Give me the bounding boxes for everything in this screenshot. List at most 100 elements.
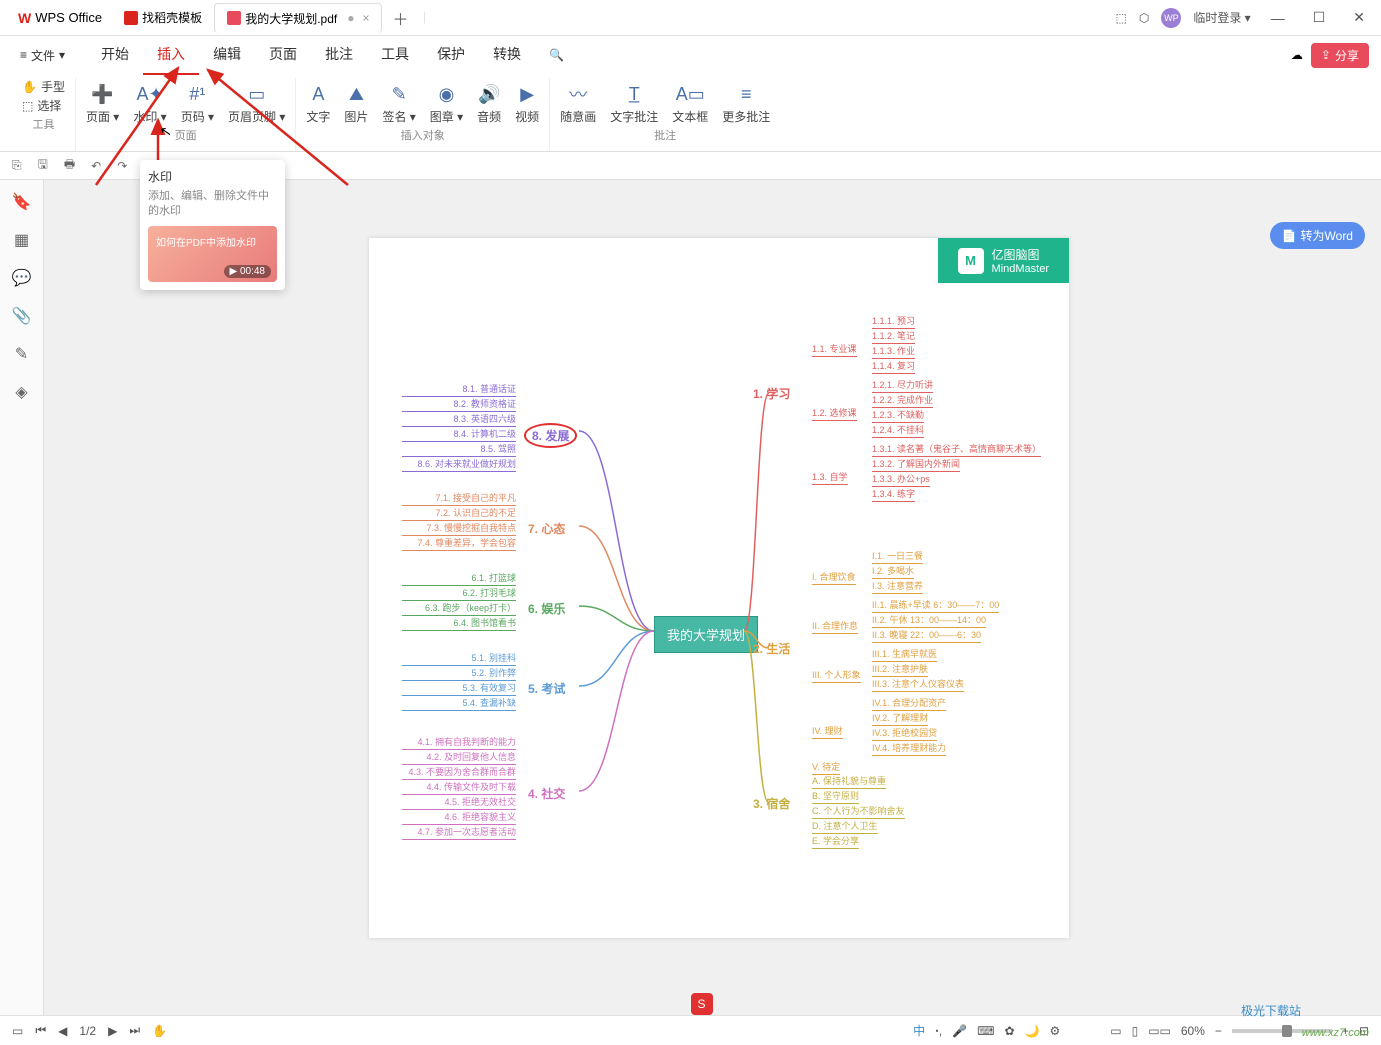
avatar[interactable]: WP bbox=[1161, 8, 1181, 28]
tooltip-desc: 添加、编辑、删除文件中的水印 bbox=[148, 189, 277, 220]
minimize-button[interactable]: — bbox=[1263, 10, 1293, 26]
tab-templates[interactable]: 找稻壳模板 bbox=[112, 3, 214, 32]
login-status[interactable]: 临时登录 ▾ bbox=[1193, 9, 1250, 26]
ime-kb-icon[interactable]: ⌨ bbox=[977, 1024, 994, 1038]
app-center-icon[interactable]: ⬡ bbox=[1139, 11, 1149, 25]
tab-document[interactable]: 我的大学规划.pdf ● × bbox=[214, 3, 382, 33]
app-title: W WPS Office bbox=[8, 10, 112, 26]
play-icon: ▶ 00:48 bbox=[224, 265, 272, 278]
menu-item-5[interactable]: 工具 bbox=[367, 35, 423, 75]
hand-status-icon[interactable]: ✋ bbox=[152, 1024, 167, 1038]
mindmap-node: II. 合理作息 bbox=[809, 618, 861, 635]
ime-punct[interactable]: ꞏ, bbox=[935, 1022, 942, 1039]
tooltip-title: 水印 bbox=[148, 168, 277, 185]
save-icon[interactable]: 🖫 bbox=[38, 155, 48, 176]
annot-item-2[interactable]: A▭文本框 bbox=[672, 78, 708, 125]
tab-label: 找稻壳模板 bbox=[142, 9, 202, 26]
word-icon: 📄 bbox=[1282, 229, 1297, 243]
search-icon[interactable]: 🔍 bbox=[535, 48, 578, 62]
mindmap-node: IV. 理财 bbox=[809, 723, 846, 740]
ime-emoji-icon[interactable]: ✿ bbox=[1004, 1024, 1014, 1038]
thumbnails-icon[interactable]: ▦ bbox=[14, 230, 29, 250]
next-page-button[interactable]: ▶ bbox=[108, 1024, 117, 1038]
reader-icon[interactable]: ⬚ bbox=[1116, 11, 1127, 25]
mindmap-node: 7. 心态 bbox=[524, 518, 569, 539]
ime-mic-icon[interactable]: 🎤 bbox=[952, 1024, 967, 1038]
tab-label: 我的大学规划.pdf bbox=[245, 10, 337, 27]
convert-to-word-button[interactable]: 📄 转为Word bbox=[1270, 222, 1365, 249]
layers-icon[interactable]: ◈ bbox=[15, 382, 27, 402]
insert-item-4[interactable]: 🔊音频 bbox=[477, 78, 501, 125]
ime-indicator-icon[interactable]: S bbox=[691, 993, 713, 1015]
menu-item-6[interactable]: 保护 bbox=[423, 35, 479, 75]
titlebar: W WPS Office 找稻壳模板 我的大学规划.pdf ● × ＋ ｜ ⬚ … bbox=[0, 0, 1381, 36]
annot-item-0[interactable]: 〰随意画 bbox=[560, 78, 596, 125]
mindmap-node: 1.3.4. 练字 bbox=[869, 486, 918, 503]
annot-item-3[interactable]: ≡更多批注 bbox=[722, 78, 770, 125]
app-name: WPS Office bbox=[35, 10, 102, 25]
page-indicator[interactable]: 1/2 bbox=[79, 1024, 96, 1038]
prev-page-button[interactable]: ◀ bbox=[58, 1024, 67, 1038]
view-continuous-icon[interactable]: ▯ bbox=[1132, 1024, 1139, 1038]
comments-icon[interactable]: 💬 bbox=[12, 268, 32, 288]
hamburger-icon: ≡ bbox=[20, 48, 27, 62]
view-single-icon[interactable]: ▭ bbox=[1110, 1024, 1121, 1038]
mindmap-node: 1.1.4. 复习 bbox=[869, 358, 918, 375]
mindmap-node: 2. 生活 bbox=[749, 638, 794, 659]
bookmark-icon[interactable]: 🔖 bbox=[12, 192, 32, 212]
ribbon-group-tools: ✋手型 ⬚选择 工具 bbox=[12, 78, 76, 151]
open-icon[interactable]: ⎘ bbox=[12, 158, 22, 173]
mindmap-node: 6.4. 图书馆看书 bbox=[399, 615, 519, 632]
ime-lang[interactable]: 中 bbox=[913, 1022, 925, 1039]
watermark-tooltip: 水印 添加、编辑、删除文件中的水印 如何在PDF中添加水印 ▶ 00:48 bbox=[140, 160, 285, 290]
menu-item-7[interactable]: 转换 bbox=[479, 35, 535, 75]
annot-icon-2: A▭ bbox=[678, 82, 702, 106]
view-mode-icon[interactable]: ▭ bbox=[12, 1024, 23, 1038]
mindmap-node: 4. 社交 bbox=[524, 783, 569, 804]
tooltip-video[interactable]: 如何在PDF中添加水印 ▶ 00:48 bbox=[148, 226, 277, 282]
canvas[interactable]: 📄 转为Word M 亿图脑图 MindMaster 我的大学规划 1. 学习1… bbox=[44, 180, 1381, 1015]
cloud-icon[interactable]: ☁ bbox=[1291, 48, 1303, 62]
annot-icon-0: 〰 bbox=[566, 82, 590, 106]
side-panel: 🔖 ▦ 💬 📎 ✎ ◈ bbox=[0, 180, 44, 1015]
view-two-icon[interactable]: ▭▭ bbox=[1148, 1024, 1171, 1038]
last-page-button[interactable]: ⏭ bbox=[129, 1023, 140, 1038]
attachments-icon[interactable]: 📎 bbox=[12, 306, 32, 326]
mindmap-node: I.3. 注意营养 bbox=[869, 578, 926, 595]
insert-item-2[interactable]: ✎签名 ▾ bbox=[382, 78, 415, 125]
first-page-button[interactable]: ⏮ bbox=[35, 1023, 46, 1038]
ime-set-icon[interactable]: ⚙ bbox=[1049, 1024, 1060, 1038]
mindmap-node: 8. 发展 bbox=[524, 423, 577, 448]
insert-icon-2: ✎ bbox=[387, 82, 411, 106]
workspace: 🔖 ▦ 💬 📎 ✎ ◈ 📄 转为Word M 亿图脑图 MindMaster 我… bbox=[0, 180, 1381, 1015]
mindmap-node: 1. 学习 bbox=[749, 383, 794, 404]
select-tool[interactable]: ⬚选择 bbox=[22, 97, 65, 114]
share-icon: ⇪ bbox=[1321, 48, 1331, 62]
ime-moon-icon[interactable]: 🌙 bbox=[1025, 1024, 1040, 1038]
insert-icon-5: ▶ bbox=[515, 82, 539, 106]
mindmap-node: 1.2.4. 不挂科 bbox=[869, 422, 927, 439]
hand-tool[interactable]: ✋手型 bbox=[22, 78, 65, 95]
mindmap-node: I. 合理饮食 bbox=[809, 569, 859, 586]
insert-item-5[interactable]: ▶视频 bbox=[515, 78, 539, 125]
annot-item-1[interactable]: T̲文字批注 bbox=[610, 78, 658, 125]
close-button[interactable]: ✕ bbox=[1345, 9, 1373, 26]
mindmap-node: 6. 娱乐 bbox=[524, 598, 569, 619]
annot-icon-3: ≡ bbox=[734, 82, 758, 106]
print-icon[interactable]: 🖶 bbox=[64, 155, 75, 176]
tab-close-icon[interactable]: × bbox=[362, 11, 369, 25]
sign-icon[interactable]: ✎ bbox=[15, 344, 28, 364]
mindmap-node: 5. 考试 bbox=[524, 678, 569, 699]
watermark-site: www.xz7.com bbox=[1302, 1027, 1369, 1039]
tab-modified-icon: ● bbox=[347, 11, 354, 25]
insert-icon-4: 🔊 bbox=[477, 82, 501, 106]
new-tab-button[interactable]: ＋ bbox=[382, 6, 418, 30]
file-menu[interactable]: ≡ 文件 ▾ bbox=[12, 47, 73, 64]
maximize-button[interactable]: ☐ bbox=[1305, 9, 1334, 26]
mindmap-node: 3. 宿舍 bbox=[749, 793, 794, 814]
insert-item-3[interactable]: ◉图章 ▾ bbox=[430, 78, 463, 125]
share-button[interactable]: ⇪ 分享 bbox=[1311, 43, 1369, 68]
zoom-out-button[interactable]: − bbox=[1215, 1024, 1222, 1038]
mindmap-node: 1.1. 专业课 bbox=[809, 341, 860, 358]
mindmap-node: 8.6. 对未来就业做好规划 bbox=[399, 456, 519, 473]
